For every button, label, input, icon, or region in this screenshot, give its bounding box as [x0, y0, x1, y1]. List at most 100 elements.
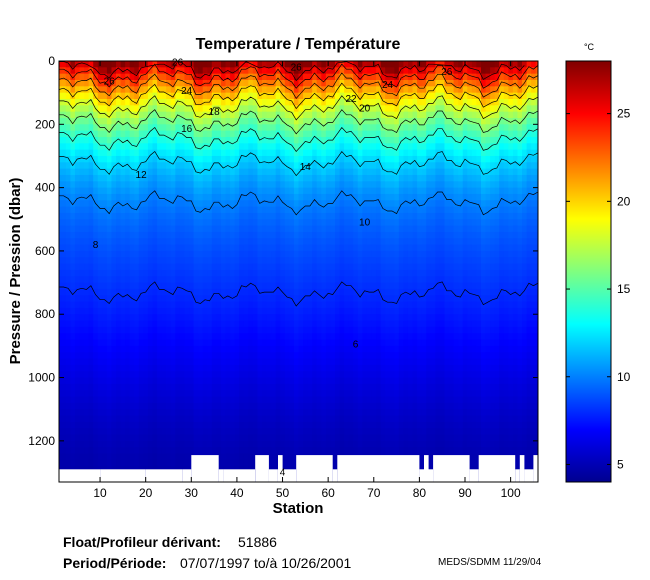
heatmap-cell	[59, 440, 62, 448]
heatmap-cell	[371, 352, 377, 360]
heatmap-cell	[61, 307, 67, 315]
heatmap-cell	[335, 409, 341, 417]
heatmap-cell	[106, 136, 113, 144]
heatmap-cell	[303, 225, 309, 233]
heatmap-cell	[170, 73, 176, 81]
heatmap-cell	[307, 200, 313, 208]
heatmap-cell	[102, 225, 108, 233]
heatmap-cell	[179, 288, 186, 296]
heatmap-cell	[284, 409, 290, 417]
heatmap-cell	[166, 212, 172, 220]
heatmap-cell	[330, 307, 336, 315]
heatmap-cell	[280, 409, 286, 417]
heatmap-cell	[134, 333, 140, 341]
heatmap-cell	[239, 219, 245, 227]
heatmap-cell	[166, 162, 172, 170]
heatmap-cell	[65, 219, 71, 227]
heatmap-cell	[202, 301, 208, 309]
heatmap-cell	[161, 314, 167, 322]
heatmap-cell	[202, 440, 208, 448]
heatmap-cell	[344, 73, 350, 81]
heatmap-cell	[143, 117, 149, 125]
heatmap-cell	[339, 155, 345, 163]
heatmap-cell	[116, 307, 122, 315]
heatmap-cell	[129, 333, 135, 341]
heatmap-cell	[147, 396, 154, 404]
heatmap-cell	[376, 307, 382, 315]
heatmap-cell	[161, 371, 167, 379]
heatmap-cell	[380, 206, 386, 214]
heatmap-cell	[376, 383, 382, 391]
heatmap-cell	[152, 86, 158, 94]
heatmap-cell	[211, 61, 217, 68]
heatmap-cell	[211, 269, 217, 277]
heatmap-cell	[93, 111, 99, 119]
heatmap-cell	[216, 415, 222, 423]
heatmap-cell	[330, 143, 336, 151]
heatmap-cell	[97, 149, 103, 157]
heatmap-cell	[248, 143, 254, 151]
heatmap-cell	[339, 193, 345, 201]
heatmap-cell	[175, 105, 181, 113]
heatmap-cell	[93, 402, 99, 410]
heatmap-cell	[93, 92, 99, 100]
heatmap-cell	[266, 86, 272, 94]
heatmap-cell	[298, 136, 304, 144]
heatmap-cell	[170, 98, 176, 106]
heatmap-cell	[271, 187, 277, 195]
heatmap-cell	[106, 352, 113, 360]
heatmap-cell	[234, 383, 240, 391]
heatmap-cell	[179, 282, 186, 290]
heatmap-cell	[143, 130, 149, 138]
heatmap-cell	[298, 434, 304, 442]
heatmap-cell	[366, 98, 373, 106]
heatmap-cell	[271, 143, 277, 151]
heatmap-cell	[166, 105, 172, 113]
heatmap-cell	[138, 155, 144, 163]
heatmap-cell	[312, 307, 318, 315]
heatmap-cell	[88, 352, 94, 360]
heatmap-cell	[157, 111, 163, 119]
heatmap-cell	[257, 168, 263, 176]
heatmap-cell	[211, 326, 217, 334]
heatmap-cell	[116, 345, 122, 353]
heatmap-cell	[129, 364, 135, 372]
heatmap-cell	[380, 409, 386, 417]
heatmap-cell	[111, 105, 117, 113]
heatmap-cell	[65, 130, 71, 138]
heatmap-cell	[316, 92, 322, 100]
heatmap-cell	[59, 326, 62, 334]
heatmap-cell	[211, 67, 217, 75]
heatmap-cell	[357, 263, 363, 271]
heatmap-cell	[371, 415, 377, 423]
heatmap-cell	[111, 187, 117, 195]
heatmap-cell	[293, 377, 300, 385]
heatmap-cell	[257, 371, 263, 379]
heatmap-cell	[335, 225, 341, 233]
heatmap-cell	[170, 244, 176, 252]
heatmap-cell	[106, 162, 113, 170]
heatmap-cell	[157, 168, 163, 176]
heatmap-cell	[344, 231, 350, 239]
heatmap-cell	[220, 136, 227, 144]
heatmap-cell	[175, 326, 181, 334]
heatmap-cell	[106, 434, 113, 442]
heatmap-cell	[88, 155, 94, 163]
heatmap-cell	[339, 402, 345, 410]
heatmap-cell	[179, 206, 186, 214]
heatmap-cell	[376, 390, 382, 398]
heatmap-cell	[321, 73, 327, 81]
heatmap-cell	[293, 105, 300, 113]
heatmap-cell	[102, 326, 108, 334]
heatmap-cell	[344, 92, 350, 100]
heatmap-cell	[289, 320, 295, 328]
heatmap-cell	[271, 73, 277, 81]
heatmap-cell	[184, 307, 190, 315]
heatmap-cell	[335, 428, 341, 436]
heatmap-cell	[179, 219, 186, 227]
heatmap-cell	[74, 333, 81, 341]
heatmap-cell	[316, 244, 322, 252]
heatmap-cell	[371, 307, 377, 315]
heatmap-cell	[106, 428, 113, 436]
heatmap-cell	[330, 364, 336, 372]
